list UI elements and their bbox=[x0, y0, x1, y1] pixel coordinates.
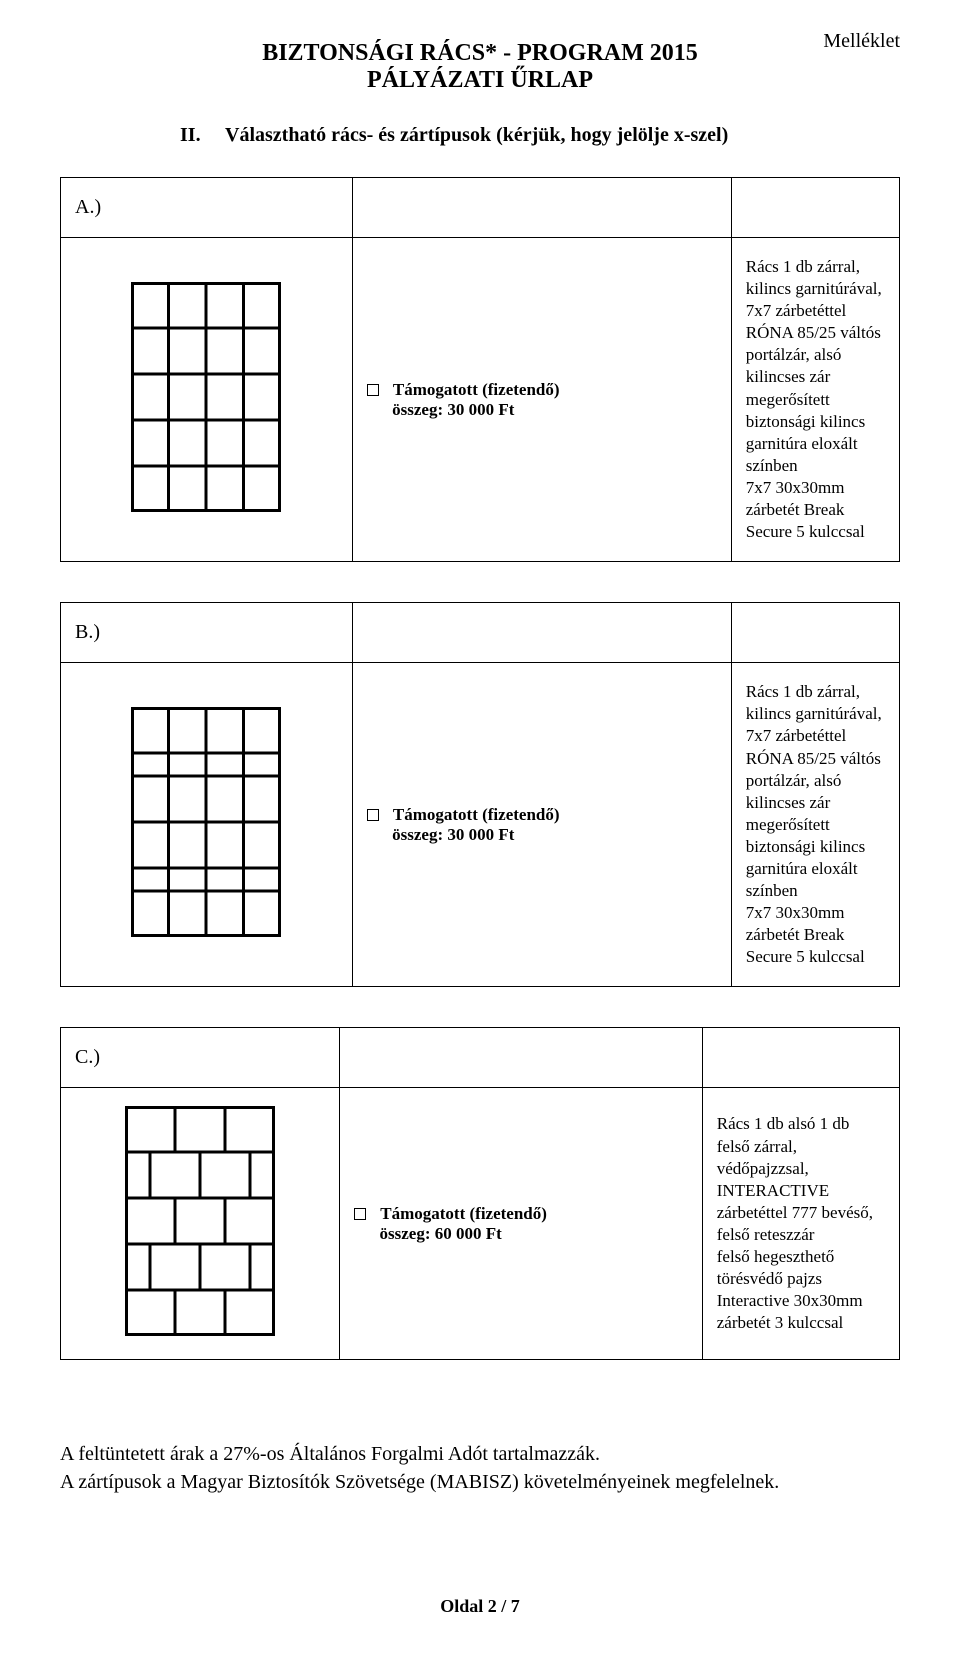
header: Melléklet BIZTONSÁGI RÁCS* - PROGRAM 201… bbox=[60, 40, 900, 94]
option-c-image-cell bbox=[61, 1088, 340, 1360]
option-c-support: Támogatott (fizetendő) bbox=[380, 1204, 547, 1223]
option-c-mid: Támogatott (fizetendő) összeg: 60 000 Ft bbox=[340, 1088, 703, 1360]
option-a-support: Támogatott (fizetendő) bbox=[393, 380, 560, 399]
grille-a-icon bbox=[131, 282, 281, 512]
option-b-support: Támogatott (fizetendő) bbox=[393, 805, 560, 824]
footnote-line-2: A zártípusok a Magyar Biztosítók Szövets… bbox=[60, 1468, 900, 1496]
option-c-checkbox[interactable] bbox=[354, 1208, 366, 1220]
page-footer: Oldal 2 / 7 bbox=[60, 1596, 900, 1617]
footnote-line-1: A feltüntetett árak a 27%-os Általános F… bbox=[60, 1440, 900, 1468]
option-c-amount: összeg: 60 000 Ft bbox=[380, 1224, 502, 1243]
option-a-label: A.) bbox=[61, 178, 353, 238]
option-a-table: A.) Támogatott (fizetendő) összeg: 30 00… bbox=[60, 177, 900, 562]
option-c-label: C.) bbox=[61, 1028, 340, 1088]
option-b-checkbox[interactable] bbox=[367, 809, 379, 821]
footnote: A feltüntetett árak a 27%-os Általános F… bbox=[60, 1440, 900, 1496]
title-block: BIZTONSÁGI RÁCS* - PROGRAM 2015 PÁLYÁZAT… bbox=[60, 40, 900, 94]
option-b-amount: összeg: 30 000 Ft bbox=[392, 825, 514, 844]
section-text: Választható rács- és zártípusok (kérjük,… bbox=[225, 124, 728, 146]
option-b-desc: Rács 1 db zárral, kilincs garnitúrával, … bbox=[731, 663, 899, 987]
option-b-table: B.) Támogatott (fizetendő) összeg: 30 00… bbox=[60, 602, 900, 987]
title-line-1: BIZTONSÁGI RÁCS* - PROGRAM 2015 bbox=[60, 40, 900, 67]
option-a-desc: Rács 1 db zárral, kilincs garnitúrával, … bbox=[731, 238, 899, 562]
option-a-image-cell bbox=[61, 238, 353, 562]
page-number: Oldal 2 / 7 bbox=[440, 1596, 520, 1616]
grille-c-icon bbox=[125, 1106, 275, 1336]
option-c-table: C.) bbox=[60, 1027, 900, 1360]
section-heading: II. Választható rács- és zártípusok (kér… bbox=[180, 124, 900, 147]
option-b-image-cell bbox=[61, 663, 353, 987]
option-c-desc: Rács 1 db alsó 1 db felső zárral, védőpa… bbox=[702, 1088, 899, 1360]
option-a-amount: összeg: 30 000 Ft bbox=[392, 400, 514, 419]
grille-b-icon bbox=[131, 707, 281, 937]
annex-label: Melléklet bbox=[823, 30, 900, 53]
option-b-mid: Támogatott (fizetendő) összeg: 30 000 Ft bbox=[352, 663, 731, 987]
option-a-checkbox[interactable] bbox=[367, 384, 379, 396]
option-a-mid: Támogatott (fizetendő) összeg: 30 000 Ft bbox=[352, 238, 731, 562]
title-line-2: PÁLYÁZATI ŰRLAP bbox=[60, 67, 900, 94]
option-b-label: B.) bbox=[61, 603, 353, 663]
section-roman: II. bbox=[180, 124, 220, 147]
